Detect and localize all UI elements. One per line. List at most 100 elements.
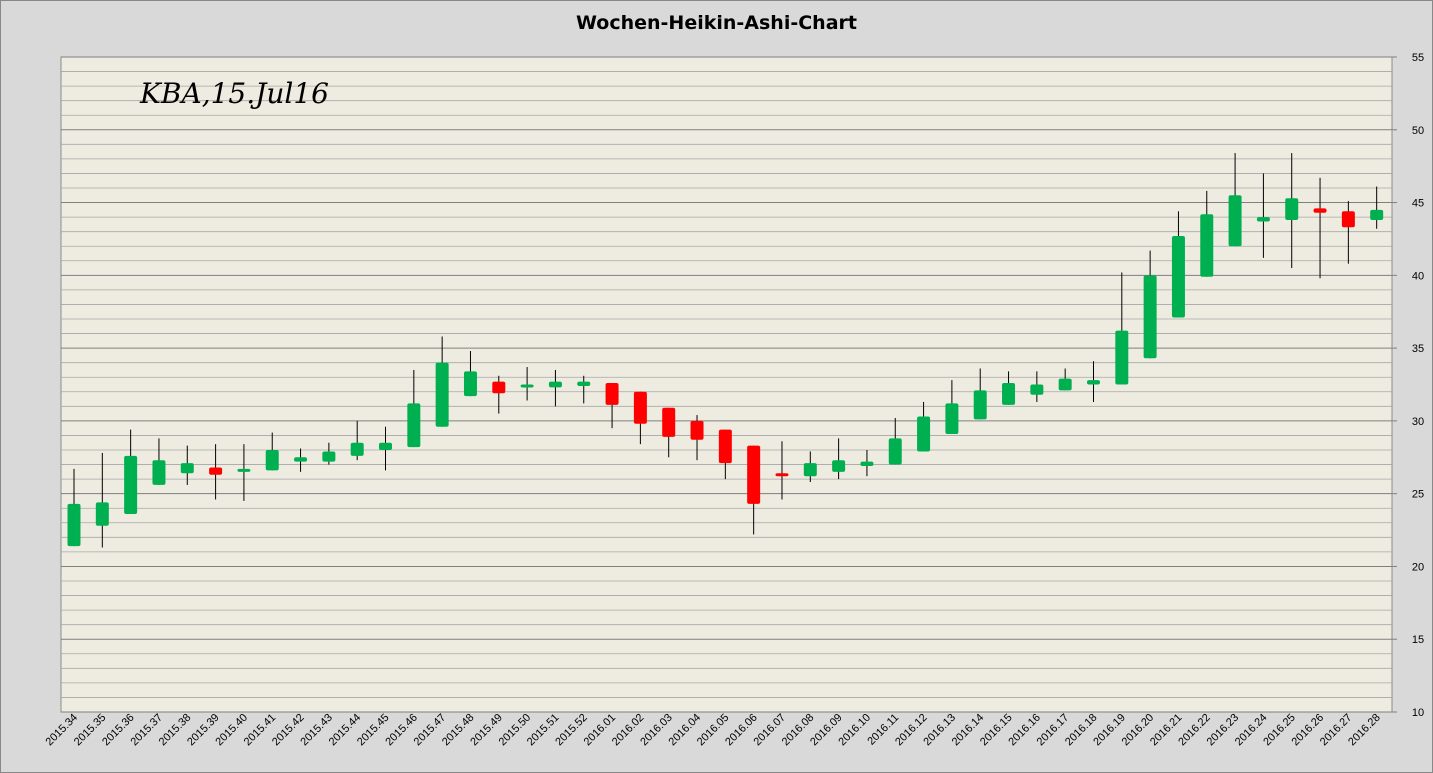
- y-tick-label: 40: [1412, 270, 1424, 282]
- y-tick-label: 20: [1412, 561, 1424, 573]
- candle: [435, 336, 449, 427]
- candle: [1002, 371, 1016, 405]
- candle-body-down: [747, 445, 761, 504]
- candle-body-down: [209, 467, 223, 475]
- candle-body-down: [775, 473, 789, 477]
- candle-body-up: [152, 460, 166, 485]
- y-tick-label: 25: [1412, 489, 1424, 501]
- candle: [237, 444, 251, 501]
- candle-body-down: [662, 407, 676, 437]
- candle: [775, 441, 789, 500]
- y-tick-label: 30: [1412, 416, 1424, 428]
- y-tick-label: 45: [1412, 198, 1424, 210]
- candle: [350, 420, 364, 461]
- candle-body-up: [832, 460, 846, 472]
- candle-body-down: [492, 381, 506, 394]
- y-axis-ticks: 10 15 20 25 30 35 40 45 50 55: [1392, 52, 1424, 719]
- candle-body-up: [860, 461, 874, 467]
- x-tick-label: 2016.28: [1346, 712, 1383, 749]
- candle-body-up: [379, 442, 393, 450]
- candle: [1030, 371, 1044, 402]
- candle: [1171, 211, 1185, 318]
- x-axis-ticks: 2015.342015.352015.362015.372015.382015.…: [44, 712, 1383, 749]
- candle-body-down: [605, 383, 619, 405]
- candle: [67, 468, 81, 547]
- candle: [520, 367, 534, 401]
- candle: [1086, 361, 1100, 402]
- candle: [548, 369, 562, 407]
- candle: [1143, 250, 1157, 359]
- candle-body-up: [95, 502, 109, 526]
- candle-body-up: [1171, 236, 1185, 318]
- candle: [605, 383, 619, 429]
- candle: [124, 429, 138, 515]
- candle: [1370, 186, 1384, 229]
- candle-body-up: [350, 442, 364, 456]
- candle: [803, 451, 817, 483]
- candle-body-up: [435, 362, 449, 427]
- candle-body-up: [917, 416, 931, 452]
- candle: [1115, 272, 1129, 385]
- candle: [95, 452, 109, 548]
- candle: [1341, 201, 1355, 264]
- candle-body-down: [633, 391, 647, 424]
- candle: [492, 375, 506, 414]
- candle: [747, 445, 761, 535]
- candle: [294, 448, 308, 472]
- candle-body-up: [1030, 384, 1044, 395]
- candle-body-up: [973, 390, 987, 420]
- candle: [917, 401, 931, 452]
- candle-body-up: [577, 381, 591, 386]
- candle-body-up: [1058, 378, 1072, 391]
- candle-body-up: [322, 451, 336, 462]
- candle: [265, 432, 279, 471]
- candles: [67, 153, 1384, 548]
- candle: [633, 391, 647, 445]
- candle: [832, 438, 846, 480]
- plot-area: [60, 56, 1393, 713]
- candle-body-up: [945, 403, 959, 434]
- y-tick-label: 10: [1412, 707, 1424, 719]
- candle: [945, 380, 959, 434]
- candle-body-down: [690, 420, 704, 440]
- candle-body-up: [1285, 198, 1299, 221]
- y-tick-label: 35: [1412, 343, 1424, 355]
- candle: [209, 444, 223, 500]
- y-tick-label: 55: [1412, 52, 1424, 64]
- candle-body-up: [1256, 217, 1270, 222]
- candle: [152, 438, 166, 485]
- candle-body-up: [1002, 383, 1016, 405]
- candle-body-up: [463, 371, 477, 397]
- candle: [1256, 173, 1270, 258]
- candle-body-up: [1228, 195, 1242, 247]
- candle: [407, 369, 421, 448]
- candle-body-up: [1086, 380, 1100, 385]
- y-tick-label: 15: [1412, 634, 1424, 646]
- candle: [973, 368, 987, 420]
- chart-annotation: KBA,15.Jul16: [139, 77, 329, 110]
- candle-body-up: [1370, 209, 1384, 221]
- candle-body-down: [718, 429, 732, 464]
- candle: [322, 442, 336, 465]
- candle-body-up: [548, 381, 562, 388]
- candle-body-up: [124, 455, 138, 515]
- candle-body-down: [1313, 208, 1327, 213]
- candle-body-up: [1200, 214, 1214, 277]
- chart-title: Wochen-Heikin-Ashi-Chart: [576, 12, 857, 34]
- candle: [463, 351, 477, 397]
- candle: [662, 407, 676, 458]
- candle: [1200, 190, 1214, 277]
- candle: [180, 445, 194, 485]
- candle-body-up: [803, 463, 817, 477]
- candle-body-up: [407, 403, 421, 448]
- candle-body-up: [1115, 330, 1129, 385]
- candle-body-up: [1143, 275, 1157, 359]
- candle-body-up: [237, 468, 251, 472]
- candle: [1228, 153, 1242, 247]
- candle: [690, 415, 704, 461]
- y-tick-label: 50: [1412, 125, 1424, 137]
- candle: [1285, 153, 1299, 269]
- candle-body-up: [294, 457, 308, 462]
- candle-body-up: [265, 450, 279, 471]
